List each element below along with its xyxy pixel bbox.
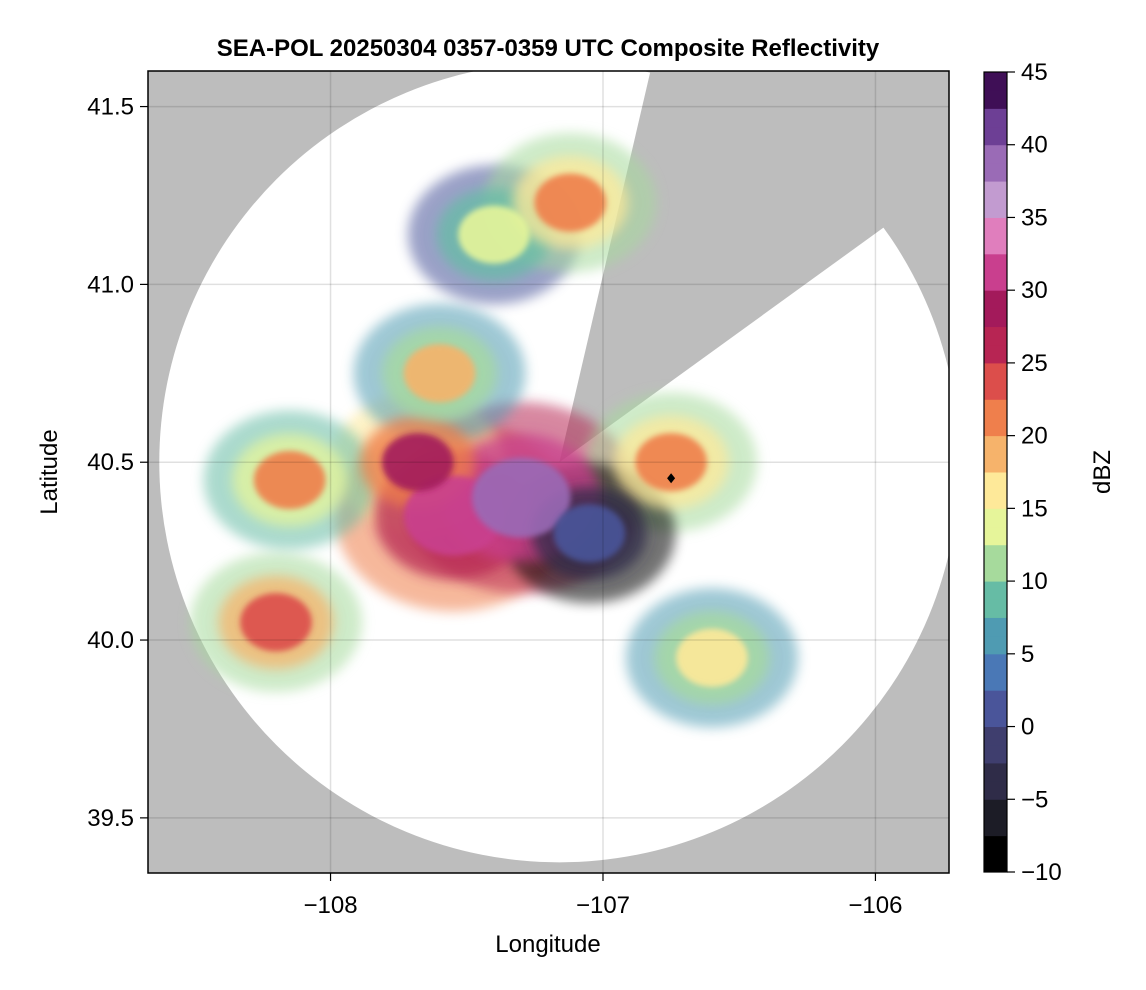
colorbar-bin	[984, 253, 1007, 273]
echo-cell	[553, 504, 626, 563]
colorbar-bin	[984, 708, 1007, 728]
colorbar-tick-label: 40	[1021, 132, 1048, 159]
colorbar-bin	[984, 362, 1007, 382]
reflectivity-echoes	[190, 132, 799, 728]
echo-cell	[471, 457, 571, 538]
echo-cell	[534, 173, 607, 232]
colorbar-tick-label: 5	[1021, 641, 1034, 668]
colorbar-ticks: −10 −5 0 5 10 15 20 25 30 35 40 45	[1007, 59, 1062, 886]
colorbar-bin	[984, 344, 1007, 364]
colorbar-bin	[984, 490, 1007, 509]
echo-cell	[403, 344, 476, 403]
y-axis-label: Latitude	[36, 429, 63, 514]
colorbar-tick-label: 35	[1021, 204, 1048, 231]
colorbar-bin	[984, 126, 1007, 146]
colorbar-bin	[984, 526, 1007, 546]
colorbar-bin	[984, 672, 1007, 691]
colorbar-tick-label: −10	[1021, 859, 1062, 886]
colorbar-bin	[984, 581, 1007, 600]
colorbar-bin	[984, 617, 1007, 637]
echo-cell	[253, 450, 326, 510]
x-axis: −108 −107 −106	[304, 873, 902, 919]
colorbar-bin	[984, 235, 1007, 255]
colorbar-bin	[984, 853, 1007, 873]
colorbar-bin	[984, 417, 1007, 437]
blocked-sector	[559, 71, 949, 463]
y-tick-label: 40.0	[87, 627, 134, 654]
colorbar-tick-label: 0	[1021, 714, 1034, 741]
colorbar-bin	[984, 108, 1007, 128]
colorbar-label: dBZ	[1089, 450, 1116, 494]
colorbar-bin	[984, 399, 1007, 418]
colorbar-bin	[984, 453, 1007, 473]
colorbar-bin	[984, 762, 1007, 782]
colorbar-bin	[984, 326, 1007, 346]
colorbar	[984, 72, 1007, 873]
colorbar-bin	[984, 653, 1007, 673]
colorbar-bin	[984, 290, 1007, 309]
y-tick-label: 40.5	[87, 449, 134, 476]
colorbar-bin	[984, 599, 1007, 618]
colorbar-tick-label: −5	[1021, 786, 1048, 813]
colorbar-tick-label: 30	[1021, 277, 1048, 304]
grid-lines	[148, 71, 949, 873]
marker-layer	[667, 473, 676, 484]
echo-cell	[635, 433, 707, 492]
colorbar-bin	[984, 799, 1007, 818]
colorbar-bin	[984, 181, 1007, 200]
colorbar-tick-label: 10	[1021, 568, 1048, 595]
echo-cell	[381, 433, 454, 492]
diamond-marker	[667, 473, 676, 484]
colorbar-bin	[984, 726, 1007, 746]
x-axis-label: Longitude	[495, 931, 600, 958]
x-tick-label: −106	[848, 892, 902, 919]
colorbar-bin	[984, 435, 1007, 455]
x-tick-label: −107	[576, 892, 630, 919]
y-tick-label: 41.5	[87, 94, 134, 121]
colorbar-tick-label: 15	[1021, 495, 1048, 522]
colorbar-bin	[984, 562, 1007, 582]
colorbar-tick-label: 25	[1021, 350, 1048, 377]
colorbar-bin	[984, 72, 1007, 91]
colorbar-bin	[984, 635, 1007, 655]
colorbar-bin	[984, 508, 1007, 528]
colorbar-bin	[984, 472, 1007, 491]
y-tick-label: 39.5	[87, 805, 134, 832]
colorbar-frame	[983, 71, 1008, 873]
colorbar-bin	[984, 90, 1007, 109]
colorbar-bin	[984, 381, 1007, 400]
y-axis: 39.5 40.0 40.5 41.0 41.5	[87, 94, 148, 832]
colorbar-bin	[984, 217, 1007, 237]
colorbar-bin	[984, 199, 1007, 218]
plot-area	[148, 71, 949, 873]
colorbar-bin	[984, 162, 1007, 182]
plot-frame	[147, 70, 950, 874]
colorbar-bin	[984, 744, 1007, 764]
echo-cell	[676, 628, 748, 687]
colorbar-bin	[984, 817, 1007, 837]
colorbar-bin	[984, 144, 1007, 164]
echo-cell	[240, 593, 312, 652]
colorbar-bin	[984, 690, 1007, 709]
x-tick-label: −108	[304, 892, 358, 919]
colorbar-bin	[984, 308, 1007, 328]
colorbar-bin	[984, 835, 1007, 855]
colorbar-tick-label: 45	[1021, 59, 1048, 86]
colorbar-bin	[984, 544, 1007, 564]
y-tick-label: 41.0	[87, 271, 134, 298]
echo-cell	[458, 205, 530, 264]
chart-title: SEA-POL 20250304 0357-0359 UTC Composite…	[217, 35, 880, 62]
colorbar-bin	[984, 781, 1007, 800]
colorbar-tick-label: 20	[1021, 423, 1048, 450]
colorbar-bin	[984, 272, 1007, 291]
